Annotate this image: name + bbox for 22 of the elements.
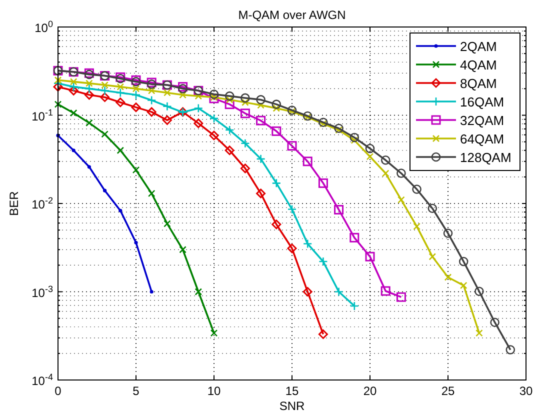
x-axis-title: SNR (279, 399, 305, 413)
y-tick-label: 10$^{-4}$ (32, 372, 53, 388)
x-tick-label: 0 (54, 384, 62, 398)
chart-title: M-QAM over AWGN (238, 8, 346, 22)
y-tick-label: 10$^{0}$ (34, 19, 53, 35)
legend-label: 128QAM (460, 150, 512, 165)
y-axis-title: BER (7, 190, 21, 216)
legend-label: 4QAM (460, 58, 497, 72)
y-tick-label: 10$^{-1}$ (32, 107, 53, 124)
legend-label: 64QAM (460, 132, 504, 146)
x-tick-label: 30 (519, 384, 533, 398)
legend-label: 8QAM (460, 76, 497, 91)
y-tick-label: 10$^{-3}$ (32, 284, 53, 300)
x-tick-label: 5 (132, 384, 140, 398)
y-tick-label: 10$^{-2}$ (32, 196, 53, 212)
legend-label: 32QAM (460, 113, 504, 128)
x-tick-label: 10 (207, 384, 221, 398)
legend-label: 2QAM (460, 39, 497, 54)
x-tick-label: 15 (285, 384, 299, 398)
x-tick-label: 20 (363, 384, 377, 398)
x-tick-label: 25 (441, 384, 455, 398)
legend-label: 16QAM (460, 94, 504, 110)
